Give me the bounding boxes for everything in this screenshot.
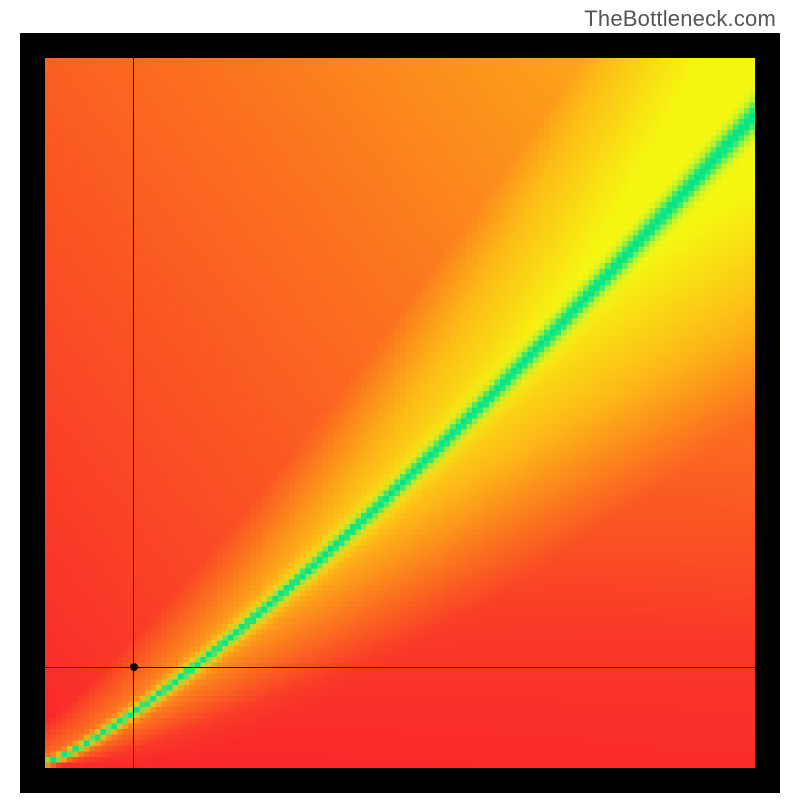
plot-frame	[20, 33, 780, 793]
watermark-text: TheBottleneck.com	[584, 6, 776, 32]
crosshair-vertical	[133, 58, 134, 768]
crosshair-horizontal	[45, 667, 755, 668]
crosshair-dot	[130, 663, 138, 671]
plot-area	[45, 58, 755, 768]
chart-container: TheBottleneck.com	[0, 0, 800, 800]
heatmap-canvas	[45, 58, 755, 768]
